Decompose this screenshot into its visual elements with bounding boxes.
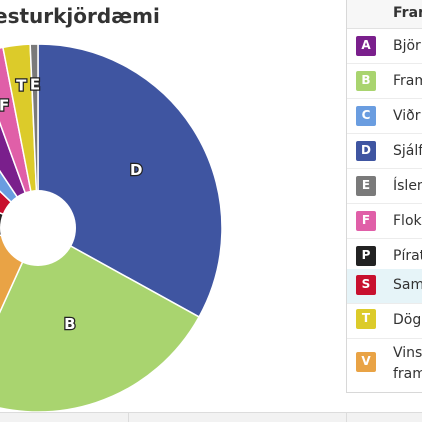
slice-label-f: F <box>0 97 9 115</box>
legend-item-v[interactable]: V Vins fram <box>347 339 422 391</box>
legend-item-b[interactable]: B Fram <box>347 64 422 99</box>
legend-header: Fran <box>347 0 422 29</box>
slice-label-e: E <box>30 76 40 94</box>
legend-label-p: Pírat <box>393 248 422 264</box>
bottom-scrollbar[interactable] <box>0 412 422 422</box>
legend-swatch-c: C <box>356 106 376 126</box>
legend-swatch-s: S <box>356 275 376 295</box>
pie-slice-b[interactable] <box>0 226 201 413</box>
slice-label-b: B <box>64 315 75 333</box>
legend-swatch-f: F <box>356 211 376 231</box>
legend-item-t[interactable]: T Dögu <box>347 304 422 339</box>
legend-label-d: Sjálf <box>393 143 422 159</box>
legend-item-e[interactable]: E Íslen <box>347 169 422 204</box>
legend-label-v-line2: fram <box>393 366 422 382</box>
legend-item-a[interactable]: A Björ <box>347 29 422 64</box>
legend-header-text: Fran <box>393 5 422 21</box>
legend-label-c: Viðr <box>393 108 421 124</box>
legend-swatch-p: P <box>356 246 376 266</box>
legend-swatch-e: E <box>356 176 376 196</box>
legend-swatch-d: D <box>356 141 376 161</box>
chart-title: esturkjördæmi <box>0 4 160 28</box>
legend-label-a: Björ <box>393 38 421 54</box>
legend-label-f: Flok <box>393 213 422 229</box>
slice-label-d: D <box>130 161 142 179</box>
legend-label-t: Dögu <box>393 312 422 328</box>
legend-label-v: Vins <box>393 345 422 361</box>
pie-slice-d[interactable] <box>37 43 223 318</box>
legend-item-f[interactable]: F Flok <box>347 204 422 239</box>
legend-panel: Fran A Björ B Fram C Viðr D Sjálf <box>346 0 422 393</box>
legend-label-b: Fram <box>393 73 422 89</box>
legend-label-e: Íslen <box>393 178 422 194</box>
legend-label-s: Sam <box>393 277 422 293</box>
legend-item-d[interactable]: D Sjálf <box>347 134 422 169</box>
legend-swatch-b: B <box>356 71 376 91</box>
legend-item-s[interactable]: S Sam <box>347 269 422 304</box>
legend-swatch-v: V <box>356 352 376 372</box>
pie-slice-e[interactable] <box>29 43 39 229</box>
pie-center-hole <box>0 190 76 266</box>
legend-swatch-t: T <box>356 309 376 329</box>
legend-item-c[interactable]: C Viðr <box>347 99 422 134</box>
slice-label-t: T <box>16 76 27 94</box>
legend-swatch-a: A <box>356 36 376 56</box>
